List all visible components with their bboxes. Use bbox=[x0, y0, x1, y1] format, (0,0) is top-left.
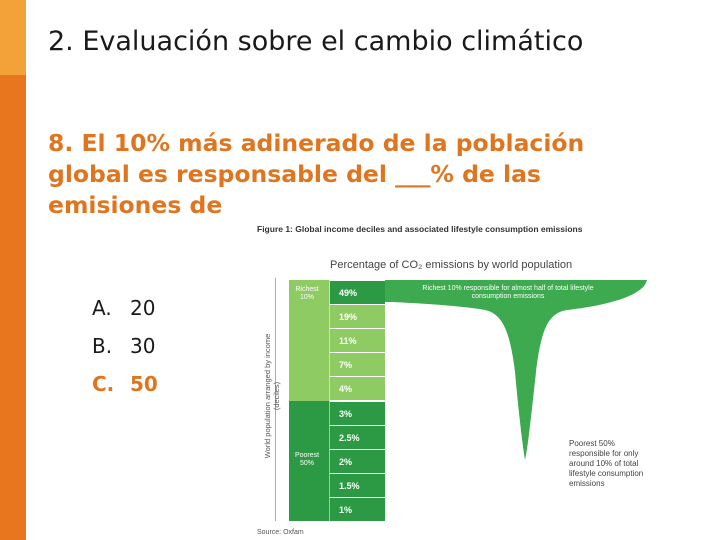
option-letter: C. bbox=[92, 372, 115, 396]
richest-note: Richest 10% responsible for almost half … bbox=[422, 285, 594, 300]
poorest-label: Poorest 50% bbox=[294, 452, 320, 467]
poorest-note: Poorest 50% responsible for only around … bbox=[569, 439, 644, 488]
decile-row: 1% bbox=[330, 496, 385, 521]
decile-row: 3% bbox=[330, 400, 385, 425]
question-text: 8. El 10% más adinerado de la población … bbox=[48, 129, 585, 219]
emissions-figure: Figure 1: Global income deciles and asso… bbox=[255, 222, 655, 540]
decile-row: 19% bbox=[330, 304, 385, 329]
decile-row: 49% bbox=[330, 280, 385, 304]
richest-band bbox=[289, 280, 330, 401]
option-letter: A. bbox=[92, 296, 112, 320]
figure-heading: Percentage of CO₂ emissions by world pop… bbox=[330, 259, 573, 271]
decile-row: 2% bbox=[330, 448, 385, 473]
axis-label: World population arranged by income (dec… bbox=[263, 333, 281, 459]
richest-label: Richest 10% bbox=[295, 286, 319, 301]
axis-line bbox=[275, 278, 276, 521]
decile-row: 2.5% bbox=[330, 424, 385, 449]
emissions-funnel-shape bbox=[385, 280, 647, 460]
option-value: 30 bbox=[130, 334, 156, 358]
option-letter: B. bbox=[92, 334, 113, 358]
decile-row: 1.5% bbox=[330, 472, 385, 497]
figure-source: Source: Oxfam bbox=[257, 529, 304, 536]
side-accent-bar-top bbox=[0, 0, 26, 75]
option-value: 20 bbox=[130, 296, 156, 320]
option-c[interactable]: C. 50 bbox=[92, 372, 158, 410]
side-accent-bar bbox=[0, 0, 26, 540]
decile-row: 11% bbox=[330, 328, 385, 353]
option-a[interactable]: A. 20 bbox=[92, 296, 158, 334]
figure-caption: Figure 1: Global income deciles and asso… bbox=[257, 224, 583, 234]
option-b[interactable]: B. 30 bbox=[92, 334, 158, 372]
decile-row: 7% bbox=[330, 352, 385, 377]
slide-title: 2. Evaluación sobre el cambio climático bbox=[48, 26, 584, 57]
decile-row: 4% bbox=[330, 376, 385, 401]
poorest-band bbox=[289, 401, 330, 521]
emissions-graphic bbox=[275, 278, 647, 521]
option-value: 50 bbox=[130, 372, 158, 396]
answer-options: A. 20 B. 30 C. 50 bbox=[92, 296, 158, 410]
